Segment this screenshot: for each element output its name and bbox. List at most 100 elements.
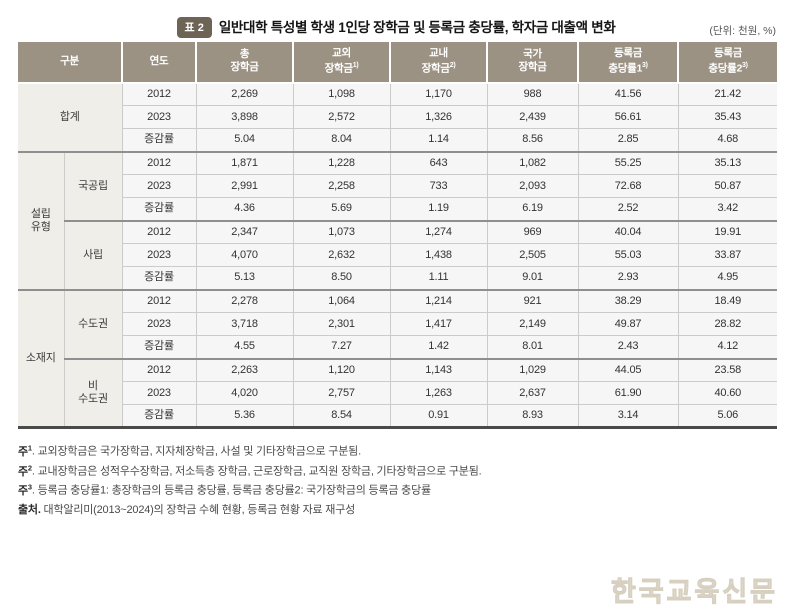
footnote-text: . 교외장학금은 국가장학금, 지자체장학금, 사설 및 기타장학금으로 구분됨… xyxy=(31,445,361,458)
table-row: 2023 3,718 2,301 1,417 2,149 49.87 28.82 xyxy=(18,312,778,336)
table-cell: 55.25 xyxy=(577,150,679,175)
table-cell: 40.60 xyxy=(677,381,778,405)
table-row: 증감률 4.36 5.69 1.19 6.19 2.52 3.42 xyxy=(18,197,778,221)
table-cell: 1,438 xyxy=(389,243,488,267)
table-cell: 1,274 xyxy=(389,219,488,244)
page-title: 일반대학 특성별 학생 1인당 장학금 및 등록금 충당률, 학자금 대출액 변… xyxy=(218,20,616,35)
subgroup-label: 수도권 xyxy=(63,288,123,359)
table-cell: 8.54 xyxy=(292,404,391,428)
table-cell: 4.36 xyxy=(195,197,294,221)
table-cell: 1,170 xyxy=(389,82,488,106)
row-label: 2023 xyxy=(121,174,197,198)
subgroup-label: 국공립 xyxy=(63,150,123,221)
table-cell: 1,073 xyxy=(292,219,391,244)
table-cell: 4,020 xyxy=(195,381,294,405)
table-cell: 2,301 xyxy=(292,312,391,336)
row-label: 증감률 xyxy=(121,404,197,428)
table-cell: 2,632 xyxy=(292,243,391,267)
row-label: 2012 xyxy=(121,150,197,175)
table-cell: 2,269 xyxy=(195,82,294,106)
row-label: 증감률 xyxy=(121,197,197,221)
table-body: 합계 2012 2,269 1,098 1,170 988 41.56 21.42 2023 3,… xyxy=(18,82,778,428)
table-cell: 3.14 xyxy=(577,404,679,428)
column-header: 총 장학금 xyxy=(195,42,294,84)
table-cell: 28.82 xyxy=(677,312,778,336)
table-row: 증감률 4.55 7.27 1.42 8.01 2.43 4.12 xyxy=(18,335,778,359)
table-cell: 1,064 xyxy=(292,288,391,313)
group-label: 합계 xyxy=(18,82,123,152)
unit-label: (단위: 천원, %) xyxy=(709,25,776,37)
table-cell: 1.11 xyxy=(389,266,488,290)
table-cell: 8.01 xyxy=(486,335,579,359)
table-cell: 1,143 xyxy=(389,357,488,382)
group-label: 소재지 xyxy=(18,288,64,428)
table-cell: 41.56 xyxy=(577,82,679,106)
table-cell: 18.49 xyxy=(677,288,778,313)
table-cell: 8.56 xyxy=(486,128,579,152)
table-cell: 3.42 xyxy=(677,197,778,221)
row-label: 2012 xyxy=(121,219,197,244)
table-cell: 1.42 xyxy=(389,335,488,359)
table-cell: 56.61 xyxy=(577,105,679,129)
table-cell: 1,098 xyxy=(292,82,391,106)
footnote-text: . 교내장학금은 성적우수장학금, 저소득층 장학금, 근로장학금, 교직원 장… xyxy=(31,465,482,478)
table-cell: 5.36 xyxy=(195,404,294,428)
column-header: 국가 장학금 xyxy=(486,42,579,84)
table-cell: 4.55 xyxy=(195,335,294,359)
footnote: 주1. 교외장학금은 국가장학금, 지자체장학금, 사설 및 기타장학금으로 구… xyxy=(18,442,774,462)
table-cell: 44.05 xyxy=(577,357,679,382)
table-row: 사립 2012 2,347 1,073 1,274 969 40.04 19.91 xyxy=(18,219,778,290)
footnote: 주2. 교내장학금은 성적우수장학금, 저소득층 장학금, 근로장학금, 교직원… xyxy=(18,462,774,482)
table-cell: 1,082 xyxy=(486,150,579,175)
table-cell: 2,439 xyxy=(486,105,579,129)
table-cell: 2,258 xyxy=(292,174,391,198)
table-cell: 40.04 xyxy=(577,219,679,244)
table-cell: 35.43 xyxy=(677,105,778,129)
table-cell: 9.01 xyxy=(486,266,579,290)
footnote-marker: 출처. xyxy=(18,503,41,516)
table-cell: 969 xyxy=(486,219,579,244)
table-cell: 8.93 xyxy=(486,404,579,428)
table-cell: 0.91 xyxy=(389,404,488,428)
table-cell: 72.68 xyxy=(577,174,679,198)
table-cell: 1,214 xyxy=(389,288,488,313)
table-cell: 1.19 xyxy=(389,197,488,221)
watermark: 한국교육신문 xyxy=(610,577,778,608)
scholarship-table: 구분 연도 총 장학금 교외 장학금1) 교내 장학금2) 국가 장학금 등록금 충당률13) 등록금 충… xyxy=(18,42,778,430)
table-cell: 21.42 xyxy=(677,82,778,106)
table-cell: 1,029 xyxy=(486,357,579,382)
table-cell: 1,228 xyxy=(292,150,391,175)
table-cell: 2.93 xyxy=(577,266,679,290)
table-cell: 2,093 xyxy=(486,174,579,198)
table-row: 설립 유형 국공립 2012 1,871 1,228 643 1,082 55.25 35.13 xyxy=(18,150,778,290)
table-cell: 4.12 xyxy=(677,335,778,359)
table-cell: 1.14 xyxy=(389,128,488,152)
footnote: 주3. 등록금 충당률1: 총장학금의 등록금 충당률, 등록금 충당률2: 국… xyxy=(18,481,774,501)
table-cell: 1,871 xyxy=(195,150,294,175)
table-cell: 5.13 xyxy=(195,266,294,290)
table-cell: 2,572 xyxy=(292,105,391,129)
table-cell: 3,898 xyxy=(195,105,294,129)
table-cell: 921 xyxy=(486,288,579,313)
table-cell: 1,326 xyxy=(389,105,488,129)
table-row: 2023 4,020 2,757 1,263 2,637 61.90 40.60 xyxy=(18,381,778,405)
table-row: 증감률 5.13 8.50 1.11 9.01 2.93 4.95 xyxy=(18,266,778,290)
table-cell: 55.03 xyxy=(577,243,679,267)
table-row: 2023 3,898 2,572 1,326 2,439 56.61 35.43 xyxy=(18,105,778,129)
table-cell: 19.91 xyxy=(677,219,778,244)
table-cell: 23.58 xyxy=(677,357,778,382)
table-cell: 33.87 xyxy=(677,243,778,267)
table-cell: 35.13 xyxy=(677,150,778,175)
row-label: 2023 xyxy=(121,105,197,129)
table-cell: 4.95 xyxy=(677,266,778,290)
table-cell: 8.04 xyxy=(292,128,391,152)
column-header: 등록금 충당률13) xyxy=(577,42,679,84)
column-header: 등록금 충당률23) xyxy=(677,42,778,84)
table-cell: 2,347 xyxy=(195,219,294,244)
footnote-marker: 주2 xyxy=(18,462,32,478)
table-row: 2023 4,070 2,632 1,438 2,505 55.03 33.87 xyxy=(18,243,778,267)
footnote-marker: 주3 xyxy=(18,482,32,498)
table-header: 구분 연도 총 장학금 교외 장학금1) 교내 장학금2) 국가 장학금 등록금 충당률13) 등록금 충… xyxy=(18,42,778,84)
footnote-text: . 등록금 충당률1: 총장학금의 등록금 충당률, 등록금 충당률2: 국가장… xyxy=(31,485,431,498)
row-label: 2023 xyxy=(121,243,197,267)
